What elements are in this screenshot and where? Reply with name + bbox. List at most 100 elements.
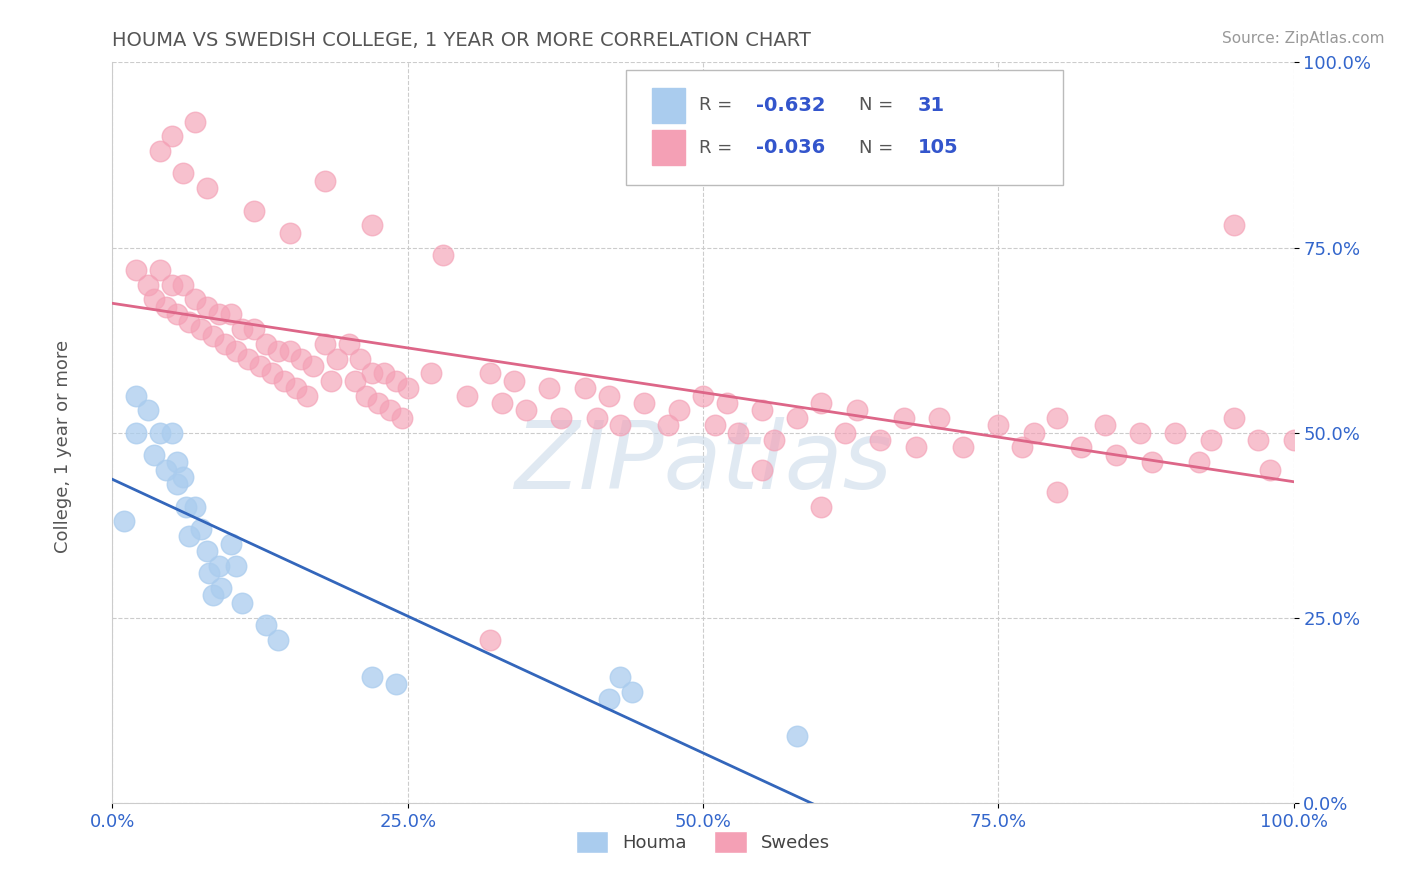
Point xyxy=(172,470,194,484)
Point xyxy=(225,344,247,359)
Point xyxy=(155,300,177,314)
Point xyxy=(142,293,165,307)
Point xyxy=(297,388,319,402)
Point xyxy=(396,381,419,395)
Point xyxy=(762,433,785,447)
Point xyxy=(633,396,655,410)
Point xyxy=(149,425,172,440)
Point xyxy=(314,336,336,351)
Point xyxy=(243,203,266,218)
Point xyxy=(190,322,212,336)
Text: 31: 31 xyxy=(918,95,945,115)
Text: N =: N = xyxy=(859,96,898,114)
Point xyxy=(319,374,342,388)
Point xyxy=(160,277,183,292)
Point xyxy=(668,403,690,417)
Point xyxy=(609,418,631,433)
Point xyxy=(657,418,679,433)
Point xyxy=(184,293,207,307)
FancyBboxPatch shape xyxy=(626,70,1063,185)
Point xyxy=(1188,455,1211,469)
Point xyxy=(621,685,644,699)
Point xyxy=(337,336,360,351)
Point xyxy=(208,558,231,573)
Point xyxy=(1223,219,1246,233)
Point xyxy=(1199,433,1222,447)
Point xyxy=(692,388,714,402)
Text: Source: ZipAtlas.com: Source: ZipAtlas.com xyxy=(1222,31,1385,46)
Point xyxy=(1094,418,1116,433)
Point xyxy=(302,359,325,373)
Point xyxy=(786,410,808,425)
Point xyxy=(195,181,218,195)
Point xyxy=(254,336,277,351)
Point xyxy=(361,219,384,233)
Point xyxy=(1129,425,1152,440)
Point xyxy=(703,418,725,433)
Text: College, 1 year or more: College, 1 year or more xyxy=(55,340,72,552)
Point xyxy=(149,145,172,159)
Point xyxy=(550,410,572,425)
Point xyxy=(278,344,301,359)
Point xyxy=(727,425,749,440)
Point xyxy=(166,455,188,469)
Point xyxy=(869,433,891,447)
Text: 105: 105 xyxy=(918,138,959,157)
Point xyxy=(326,351,349,366)
Point xyxy=(172,277,194,292)
Point xyxy=(172,166,194,180)
Text: R =: R = xyxy=(699,96,738,114)
Point xyxy=(214,336,236,351)
Point xyxy=(231,596,253,610)
Point xyxy=(273,374,295,388)
Point xyxy=(1247,433,1270,447)
Point xyxy=(845,403,868,417)
Point xyxy=(1140,455,1163,469)
Point xyxy=(1046,484,1069,499)
Point xyxy=(219,307,242,321)
Point xyxy=(284,381,307,395)
Point xyxy=(385,677,408,691)
Point xyxy=(751,403,773,417)
Point xyxy=(198,566,221,581)
Point xyxy=(267,632,290,647)
Text: HOUMA VS SWEDISH COLLEGE, 1 YEAR OR MORE CORRELATION CHART: HOUMA VS SWEDISH COLLEGE, 1 YEAR OR MORE… xyxy=(112,30,811,50)
Text: ZIPatlas: ZIPatlas xyxy=(515,417,891,508)
Point xyxy=(231,322,253,336)
Point xyxy=(209,581,232,595)
Point xyxy=(179,314,201,328)
Point xyxy=(598,388,620,402)
Point xyxy=(1046,410,1069,425)
Point xyxy=(166,307,188,321)
FancyBboxPatch shape xyxy=(652,87,685,123)
Point xyxy=(195,544,218,558)
Point xyxy=(314,174,336,188)
Point xyxy=(361,367,384,381)
Point xyxy=(160,425,183,440)
Point xyxy=(184,500,207,514)
Point xyxy=(184,114,207,128)
Point xyxy=(367,396,389,410)
Point xyxy=(361,670,384,684)
Point xyxy=(179,529,201,543)
Point xyxy=(254,618,277,632)
Point xyxy=(356,388,378,402)
Point xyxy=(574,381,596,395)
Point xyxy=(751,462,773,476)
Point xyxy=(1070,441,1092,455)
Point xyxy=(149,262,172,277)
Point xyxy=(349,351,371,366)
Point xyxy=(343,374,366,388)
Point xyxy=(810,396,832,410)
Point xyxy=(267,344,290,359)
Point xyxy=(716,396,738,410)
Point xyxy=(290,351,312,366)
Point xyxy=(585,410,607,425)
Point xyxy=(373,367,395,381)
Point xyxy=(174,500,197,514)
Point xyxy=(1164,425,1187,440)
Point xyxy=(391,410,413,425)
Point xyxy=(378,403,401,417)
Point xyxy=(786,729,808,743)
Point xyxy=(125,425,148,440)
